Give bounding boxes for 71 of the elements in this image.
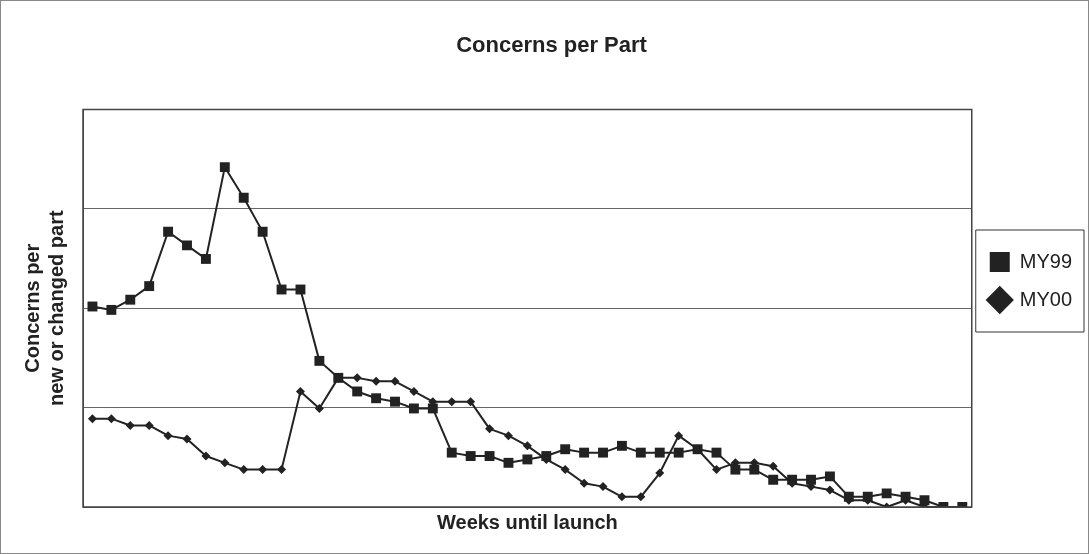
point <box>673 447 684 458</box>
point <box>87 414 97 424</box>
point <box>106 414 116 424</box>
point <box>711 447 722 458</box>
point <box>163 226 174 237</box>
chart-title: Concerns per Part <box>456 32 648 58</box>
point <box>730 464 741 475</box>
point <box>579 478 589 488</box>
point <box>238 192 249 203</box>
point <box>352 386 363 397</box>
point <box>825 485 835 495</box>
point <box>465 451 476 461</box>
point <box>257 226 268 237</box>
point <box>881 488 892 499</box>
point <box>220 458 230 468</box>
point <box>768 461 778 471</box>
point <box>201 451 211 461</box>
point <box>485 424 495 434</box>
point <box>616 440 627 451</box>
point <box>749 464 760 475</box>
y-axis-title: Concerns per new or changed part <box>20 210 67 406</box>
point <box>503 431 513 441</box>
point <box>276 284 287 295</box>
point <box>239 465 249 475</box>
point <box>408 403 419 414</box>
point <box>522 454 533 465</box>
point <box>598 447 608 458</box>
point <box>371 393 382 404</box>
point <box>314 355 325 366</box>
point <box>219 162 230 173</box>
point <box>295 386 305 396</box>
point <box>390 396 400 407</box>
point <box>258 465 268 475</box>
point <box>598 482 608 492</box>
point <box>522 441 532 451</box>
point <box>144 281 155 292</box>
point <box>314 403 324 413</box>
point <box>654 447 665 458</box>
point <box>711 465 721 475</box>
point <box>106 304 117 315</box>
point <box>824 471 835 482</box>
point <box>200 253 211 264</box>
point <box>466 397 476 407</box>
point <box>579 447 590 458</box>
point <box>447 397 457 407</box>
point <box>674 431 684 441</box>
legend-label: MY99 <box>1019 249 1072 272</box>
point <box>182 240 192 251</box>
point <box>182 434 192 444</box>
legend-label: MY00 <box>1019 287 1072 310</box>
point <box>371 376 381 386</box>
point <box>352 373 362 383</box>
point <box>125 294 136 305</box>
point <box>635 447 646 458</box>
point <box>560 444 571 455</box>
point <box>560 465 570 475</box>
point <box>163 431 173 441</box>
point <box>768 474 779 485</box>
point <box>409 386 419 396</box>
point <box>503 457 514 468</box>
x-axis-title: Weeks until launch <box>436 510 618 533</box>
point <box>617 492 627 502</box>
point <box>446 447 457 458</box>
point <box>484 451 495 461</box>
point <box>636 492 646 502</box>
point <box>144 420 154 430</box>
point <box>277 465 287 475</box>
point <box>655 468 665 478</box>
point <box>806 474 816 485</box>
point <box>390 376 400 386</box>
point <box>125 420 135 430</box>
